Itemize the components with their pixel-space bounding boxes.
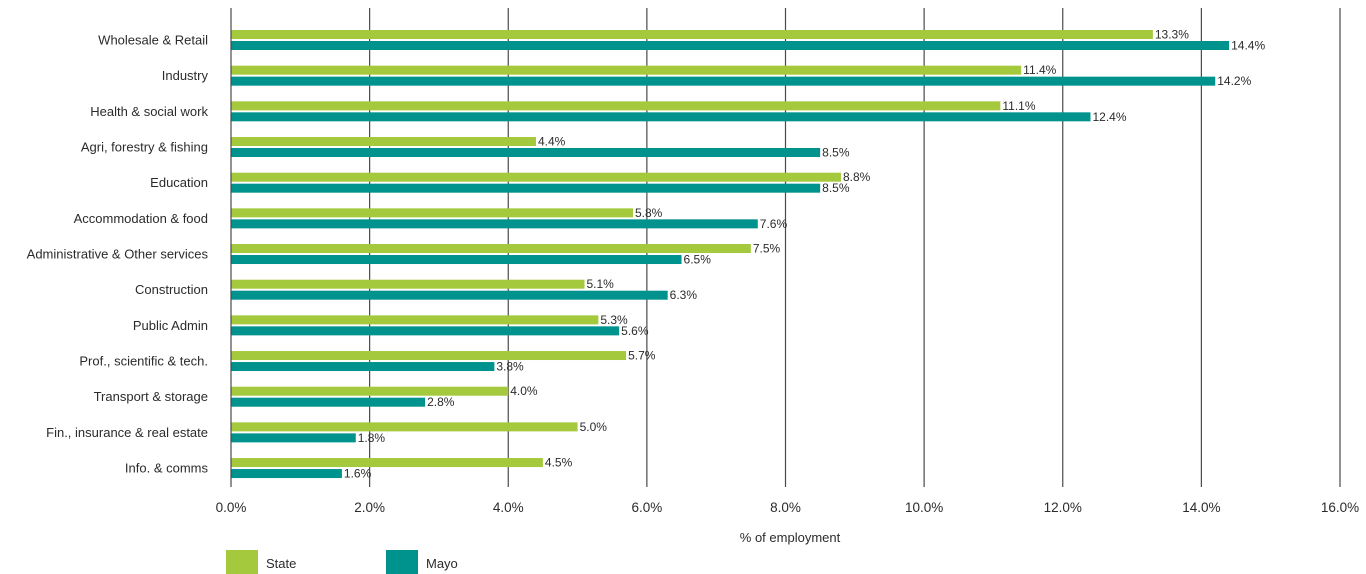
category-label: Agri, forestry & fishing <box>81 140 208 155</box>
x-tick-labels: 0.0% 2.0% 4.0% 6.0% 8.0% 10.0% 12.0% 14.0% 16.0% <box>216 500 1360 515</box>
value-label-mayo: 6.5% <box>684 253 712 267</box>
legend: State Mayo <box>226 550 458 574</box>
bar-state <box>231 422 578 432</box>
value-label-mayo: 12.4% <box>1092 110 1126 124</box>
value-label-mayo: 6.3% <box>670 288 698 302</box>
category-label: Industry <box>162 68 209 83</box>
x-tick-label: 8.0% <box>770 500 801 515</box>
bar-state <box>231 315 599 325</box>
bar-mayo <box>231 362 495 372</box>
bars <box>231 30 1230 479</box>
legend-swatch-state <box>226 550 258 574</box>
category-label: Transport & storage <box>94 389 208 404</box>
value-label-mayo: 1.8% <box>358 431 386 445</box>
x-tick-label: 16.0% <box>1321 500 1359 515</box>
bar-mayo <box>231 183 821 193</box>
value-label-mayo: 8.5% <box>822 181 850 195</box>
x-tick-label: 2.0% <box>354 500 385 515</box>
value-label-mayo: 14.2% <box>1217 74 1251 88</box>
value-label-state: 11.1% <box>1002 99 1035 113</box>
value-label-state: 13.3% <box>1155 28 1189 42</box>
value-label-state: 5.1% <box>586 277 614 291</box>
x-tick-label: 6.0% <box>631 500 662 515</box>
bar-state <box>231 208 634 218</box>
bar-mayo <box>231 112 1091 122</box>
bar-mayo <box>231 255 682 265</box>
bar-mayo <box>231 469 342 479</box>
value-label-mayo: 7.6% <box>760 217 788 231</box>
category-label: Public Admin <box>133 318 208 333</box>
value-label-state: 5.0% <box>580 420 608 434</box>
value-label-state: 11.4% <box>1023 63 1056 77</box>
x-tick-label: 0.0% <box>216 500 247 515</box>
category-label: Education <box>150 175 208 190</box>
category-label: Prof., scientific & tech. <box>79 354 208 369</box>
bar-state <box>231 172 841 182</box>
category-label: Info. & comms <box>125 461 209 476</box>
bar-mayo <box>231 219 758 229</box>
bar-mayo <box>231 148 821 158</box>
value-label-state: 5.7% <box>628 349 656 363</box>
bar-state <box>231 351 627 361</box>
value-label-state: 5.3% <box>600 313 628 327</box>
value-labels: 13.3%14.4%11.4%14.2%11.1%12.4%4.4%8.5%8.… <box>344 28 1266 481</box>
value-label-mayo: 3.8% <box>496 360 524 374</box>
bar-state <box>231 458 543 468</box>
value-label-mayo: 1.6% <box>344 467 372 481</box>
value-label-mayo: 5.6% <box>621 324 649 338</box>
bar-state <box>231 386 509 396</box>
value-label-state: 7.5% <box>753 242 781 256</box>
bar-state <box>231 101 1001 111</box>
bar-state <box>231 137 536 147</box>
bar-mayo <box>231 41 1230 50</box>
category-labels: Wholesale & Retail Industry Health & socia… <box>27 33 209 476</box>
x-tick-label: 4.0% <box>493 500 524 515</box>
x-axis-title: % of employment <box>740 530 841 545</box>
category-label: Construction <box>135 282 208 297</box>
legend-label-state: State <box>266 556 296 571</box>
value-label-state: 5.8% <box>635 206 663 220</box>
value-label-state: 4.5% <box>545 456 573 470</box>
bar-mayo <box>231 290 668 300</box>
category-label: Health & social work <box>90 104 208 119</box>
value-label-mayo: 14.4% <box>1231 39 1265 53</box>
legend-label-mayo: Mayo <box>426 556 458 571</box>
x-tick-label: 12.0% <box>1044 500 1082 515</box>
bar-state <box>231 30 1153 39</box>
value-label-mayo: 8.5% <box>822 146 850 160</box>
bar-mayo <box>231 397 426 407</box>
x-tick-label: 14.0% <box>1182 500 1220 515</box>
value-label-state: 4.0% <box>510 384 538 398</box>
x-tick-label: 10.0% <box>905 500 943 515</box>
value-label-mayo: 2.8% <box>427 395 455 409</box>
bar-mayo <box>231 433 356 443</box>
category-label: Administrative & Other services <box>27 247 209 262</box>
bar-state <box>231 244 751 254</box>
category-label: Accommodation & food <box>74 211 208 226</box>
bar-state <box>231 65 1022 75</box>
value-label-state: 8.8% <box>843 170 871 184</box>
bar-mayo <box>231 326 620 336</box>
value-label-state: 4.4% <box>538 135 566 149</box>
bar-state <box>231 279 585 289</box>
legend-swatch-mayo <box>386 550 418 574</box>
category-label: Wholesale & Retail <box>98 33 208 48</box>
bar-mayo <box>231 76 1216 86</box>
category-label: Fin., insurance & real estate <box>46 425 208 440</box>
